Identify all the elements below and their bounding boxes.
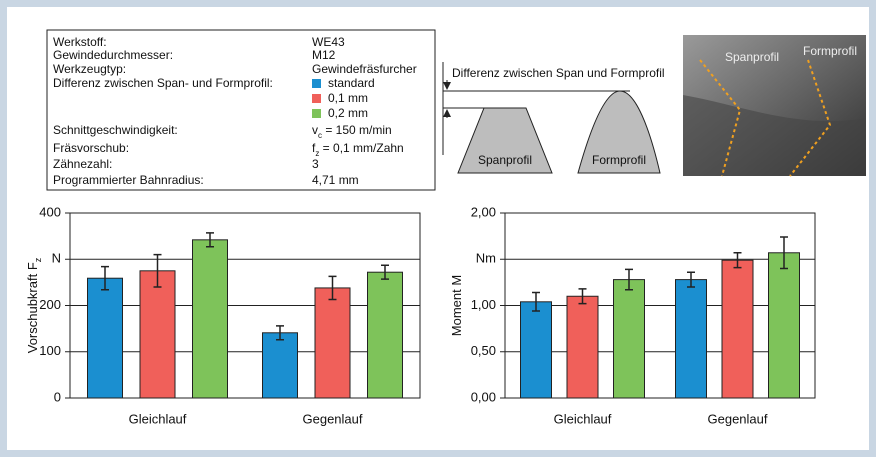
parameter-label: Zähnezahl:: [53, 157, 112, 171]
legend-label: 0,2 mm: [328, 106, 368, 120]
x-tick-label: Gegenlauf: [708, 411, 768, 426]
parameter-label: Werkzeugtyp:: [53, 62, 126, 76]
parameter-value: M12: [312, 48, 336, 62]
value-text: = 0,1 mm/Zahn: [319, 141, 403, 155]
parameter-value: 4,71 mm: [312, 173, 359, 187]
legend-swatch: [312, 79, 321, 88]
y-axis-title: Moment M: [449, 275, 464, 336]
bar: [769, 253, 800, 398]
photo: Spanprofil Formprofil: [683, 35, 866, 176]
photo-label: Formprofil: [803, 44, 857, 58]
parameter-label: Differenz zwischen Span- und Formprofil:: [53, 76, 273, 90]
x-tick-label: Gleichlauf: [129, 411, 187, 426]
legend-label: 0,1 mm: [328, 91, 368, 105]
x-tick-label: Gleichlauf: [554, 411, 612, 426]
bar: [263, 333, 298, 398]
bar: [521, 302, 552, 398]
bar: [722, 260, 753, 398]
y-axis-title-text: Moment M: [449, 275, 464, 336]
chart: 0 100 200 N 400 Vorschubkraft Fz Gleichlauf Geg…: [25, 204, 420, 426]
x-tick-label: Gegenlauf: [303, 411, 363, 426]
bar: [676, 280, 707, 398]
y-tick-label: 0: [54, 389, 61, 404]
parameter-label: Schnittgeschwindigkeit:: [53, 123, 178, 137]
parameter-label: Werkstoff:: [53, 35, 107, 49]
y-tick-label: N: [52, 251, 61, 266]
diagram-label: Formprofil: [592, 153, 646, 167]
bar: [567, 296, 598, 398]
photo-label: Spanprofil: [725, 50, 779, 64]
parameter-value: Gewindefräsfurcher: [312, 62, 417, 76]
bar: [315, 288, 350, 398]
parameter-value: WE43: [312, 35, 345, 49]
parameter-value: fz = 0,1 mm/Zahn: [312, 141, 404, 157]
y-tick-label: 200: [39, 297, 61, 312]
bar: [88, 278, 123, 398]
y-tick-label: 2,00: [471, 204, 496, 219]
parameter-label: Fräsvorschub:: [53, 141, 129, 155]
y-tick-label: 1,00: [471, 297, 496, 312]
legend-label: standard: [328, 76, 375, 90]
y-tick-label: 0,50: [471, 343, 496, 358]
bar: [193, 240, 228, 398]
parameter-label: Gewindedurchmesser:: [53, 48, 173, 62]
y-tick-label: 400: [39, 204, 61, 219]
y-tick-label: 0,00: [471, 389, 496, 404]
diagram-label: Spanprofil: [478, 153, 532, 167]
bar: [614, 280, 645, 398]
diagram-caption: Differenz zwischen Span und Formprofil: [452, 66, 665, 80]
y-tick-label: Nm: [476, 251, 496, 266]
y-axis-title-text: Vorschubkraft F: [25, 262, 40, 353]
value-text: = 150 m/min: [322, 123, 392, 137]
bar: [368, 272, 403, 398]
legend-swatch: [312, 94, 321, 103]
bar: [140, 271, 175, 398]
y-axis-title-subscript: z: [33, 257, 43, 262]
legend-swatch: [312, 109, 321, 118]
parameter-value: 3: [312, 157, 319, 171]
parameter-label: Programmierter Bahnradius:: [53, 173, 204, 187]
y-tick-label: 100: [39, 343, 61, 358]
parameter-value: vc = 150 m/min: [312, 123, 392, 139]
figure: Differenz zwischen Span und Formprofil S…: [0, 0, 876, 457]
